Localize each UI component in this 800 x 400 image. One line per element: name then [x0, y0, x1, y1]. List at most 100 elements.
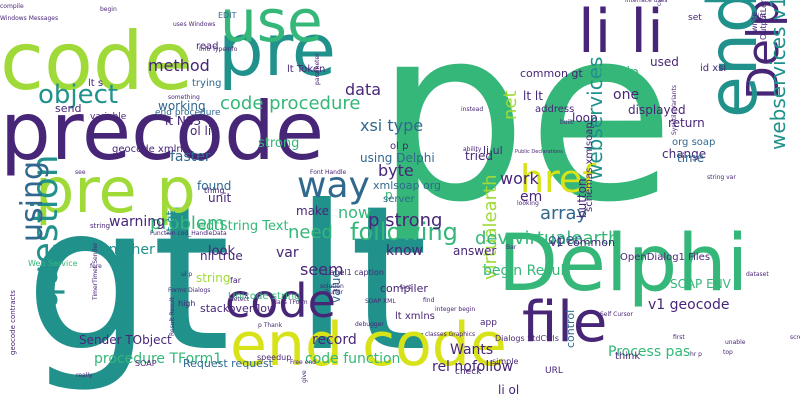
cloud-word: way [297, 165, 370, 206]
cloud-word: another [100, 242, 155, 258]
cloud-word: think [615, 351, 641, 362]
cloud-word: control [564, 309, 577, 348]
cloud-word: byte [378, 161, 414, 180]
cloud-word: code [225, 274, 336, 328]
cloud-word: time [677, 151, 705, 165]
cloud-word: file [522, 290, 608, 355]
cloud-word: tried [465, 149, 493, 163]
cloud-word: net [500, 90, 521, 120]
cloud-word: ol p [390, 141, 409, 152]
cloud-word: found [197, 179, 232, 193]
cloud-word: really [76, 372, 93, 379]
cloud-word: looking [517, 200, 539, 207]
cloud-word: loop [572, 111, 598, 125]
cloud-word: Process pas [608, 344, 691, 360]
cloud-word: li ol [498, 383, 520, 397]
cloud-word: href [520, 157, 596, 201]
cloud-word: variable [90, 112, 127, 122]
cloud-word: first [673, 334, 685, 341]
cloud-word: edtString Text [198, 219, 289, 234]
cloud-word: SysUtils Variants [671, 84, 678, 135]
cloud-word: begin [600, 65, 640, 81]
cloud-word: pe [375, 0, 675, 255]
cloud-word: Result Result [169, 297, 176, 336]
cloud-word: used [650, 55, 679, 69]
cloud-word: begin [100, 6, 117, 13]
cloud-word: common gt [520, 67, 583, 80]
cloud-word: server [383, 194, 415, 205]
cloud-word: Request request [183, 357, 273, 370]
cloud-word: using Delphi [360, 151, 435, 165]
cloud-word: speedup [257, 353, 292, 362]
cloud-word: address [535, 104, 575, 115]
cloud-word: compile [0, 3, 24, 10]
cloud-word: webservices v1 [766, 0, 790, 150]
cloud-word: interface uses [625, 0, 668, 4]
cloud-word: change [662, 147, 707, 161]
cloud-word: OutputLength Value [759, 0, 768, 40]
cloud-word: know [386, 243, 423, 259]
cloud-word: string [196, 271, 231, 285]
cloud-word: strong [258, 136, 300, 151]
cloud-word: working [158, 99, 206, 113]
cloud-word: Windows Messages [0, 15, 59, 22]
cloud-word: find [423, 297, 435, 304]
cloud-word: displayed [628, 103, 686, 117]
cloud-word: set [688, 13, 702, 23]
cloud-word: array [540, 203, 588, 224]
cloud-word: nil true [200, 249, 243, 263]
cloud-word: lt lt [523, 89, 543, 103]
cloud-word: end procedure [155, 108, 221, 118]
cloud-word: string [90, 222, 111, 230]
cloud-word: v1 common [550, 236, 615, 249]
cloud-word: unable [725, 339, 746, 346]
cloud-word: far [230, 276, 242, 285]
cloud-word: Public Declarations [515, 149, 563, 155]
cloud-word: simple [492, 357, 519, 366]
cloud-word: Bar [506, 244, 517, 251]
cloud-word: string var [707, 174, 736, 181]
cloud-word: check [455, 367, 482, 377]
cloud-word: Label1 caption [325, 268, 384, 277]
cloud-word: send [55, 102, 82, 115]
cloud-word: EDIT [218, 11, 237, 20]
cloud-word: screen [790, 334, 800, 341]
cloud-word: rel nofollow [432, 359, 514, 375]
cloud-word: dev virtualearth [475, 228, 620, 249]
cloud-word: dataset [746, 271, 769, 278]
cloud-word: following [350, 218, 458, 246]
cloud-word: OpenDialog1 Files [620, 252, 711, 263]
cloud-word: SOAP [135, 359, 157, 368]
cloud-word: lt xmlns [395, 311, 435, 322]
cloud-word: Wants [450, 342, 494, 358]
cloud-word: built [560, 119, 574, 126]
cloud-word: SOAP ENV [670, 277, 731, 291]
cloud-word: li li [578, 0, 664, 67]
cloud-word: TimerTimer Sender [92, 242, 99, 300]
cloud-word: make [296, 204, 329, 218]
cloud-word: ol li [190, 124, 212, 138]
cloud-word: Font Handle [310, 169, 347, 176]
cloud-word: xsi type [360, 116, 424, 135]
cloud-word: record [312, 332, 357, 348]
cloud-word: one [613, 87, 640, 103]
cloud-word: solution [320, 283, 344, 290]
cloud-word: precode [0, 85, 325, 178]
cloud-word: Self Cursor [600, 311, 633, 318]
cloud-word: fact [400, 284, 412, 291]
cloud-word: pre p [35, 154, 196, 227]
cloud-word: using [15, 160, 50, 242]
cloud-word: em [520, 189, 543, 205]
cloud-word: gt lt [25, 163, 428, 396]
cloud-word: use [220, 0, 323, 55]
cloud-word: current [656, 0, 663, 6]
cloud-word: lt s [88, 78, 104, 89]
cloud-word: something [168, 94, 200, 101]
cloud-word: Free end [290, 359, 316, 366]
cloud-word: procedure TForm1 [94, 351, 223, 367]
cloud-word: open [548, 232, 583, 248]
cloud-word: trying [192, 78, 222, 89]
cloud-word: lt Token [287, 64, 326, 75]
cloud-word: var [276, 245, 299, 261]
cloud-word: read [196, 41, 219, 52]
